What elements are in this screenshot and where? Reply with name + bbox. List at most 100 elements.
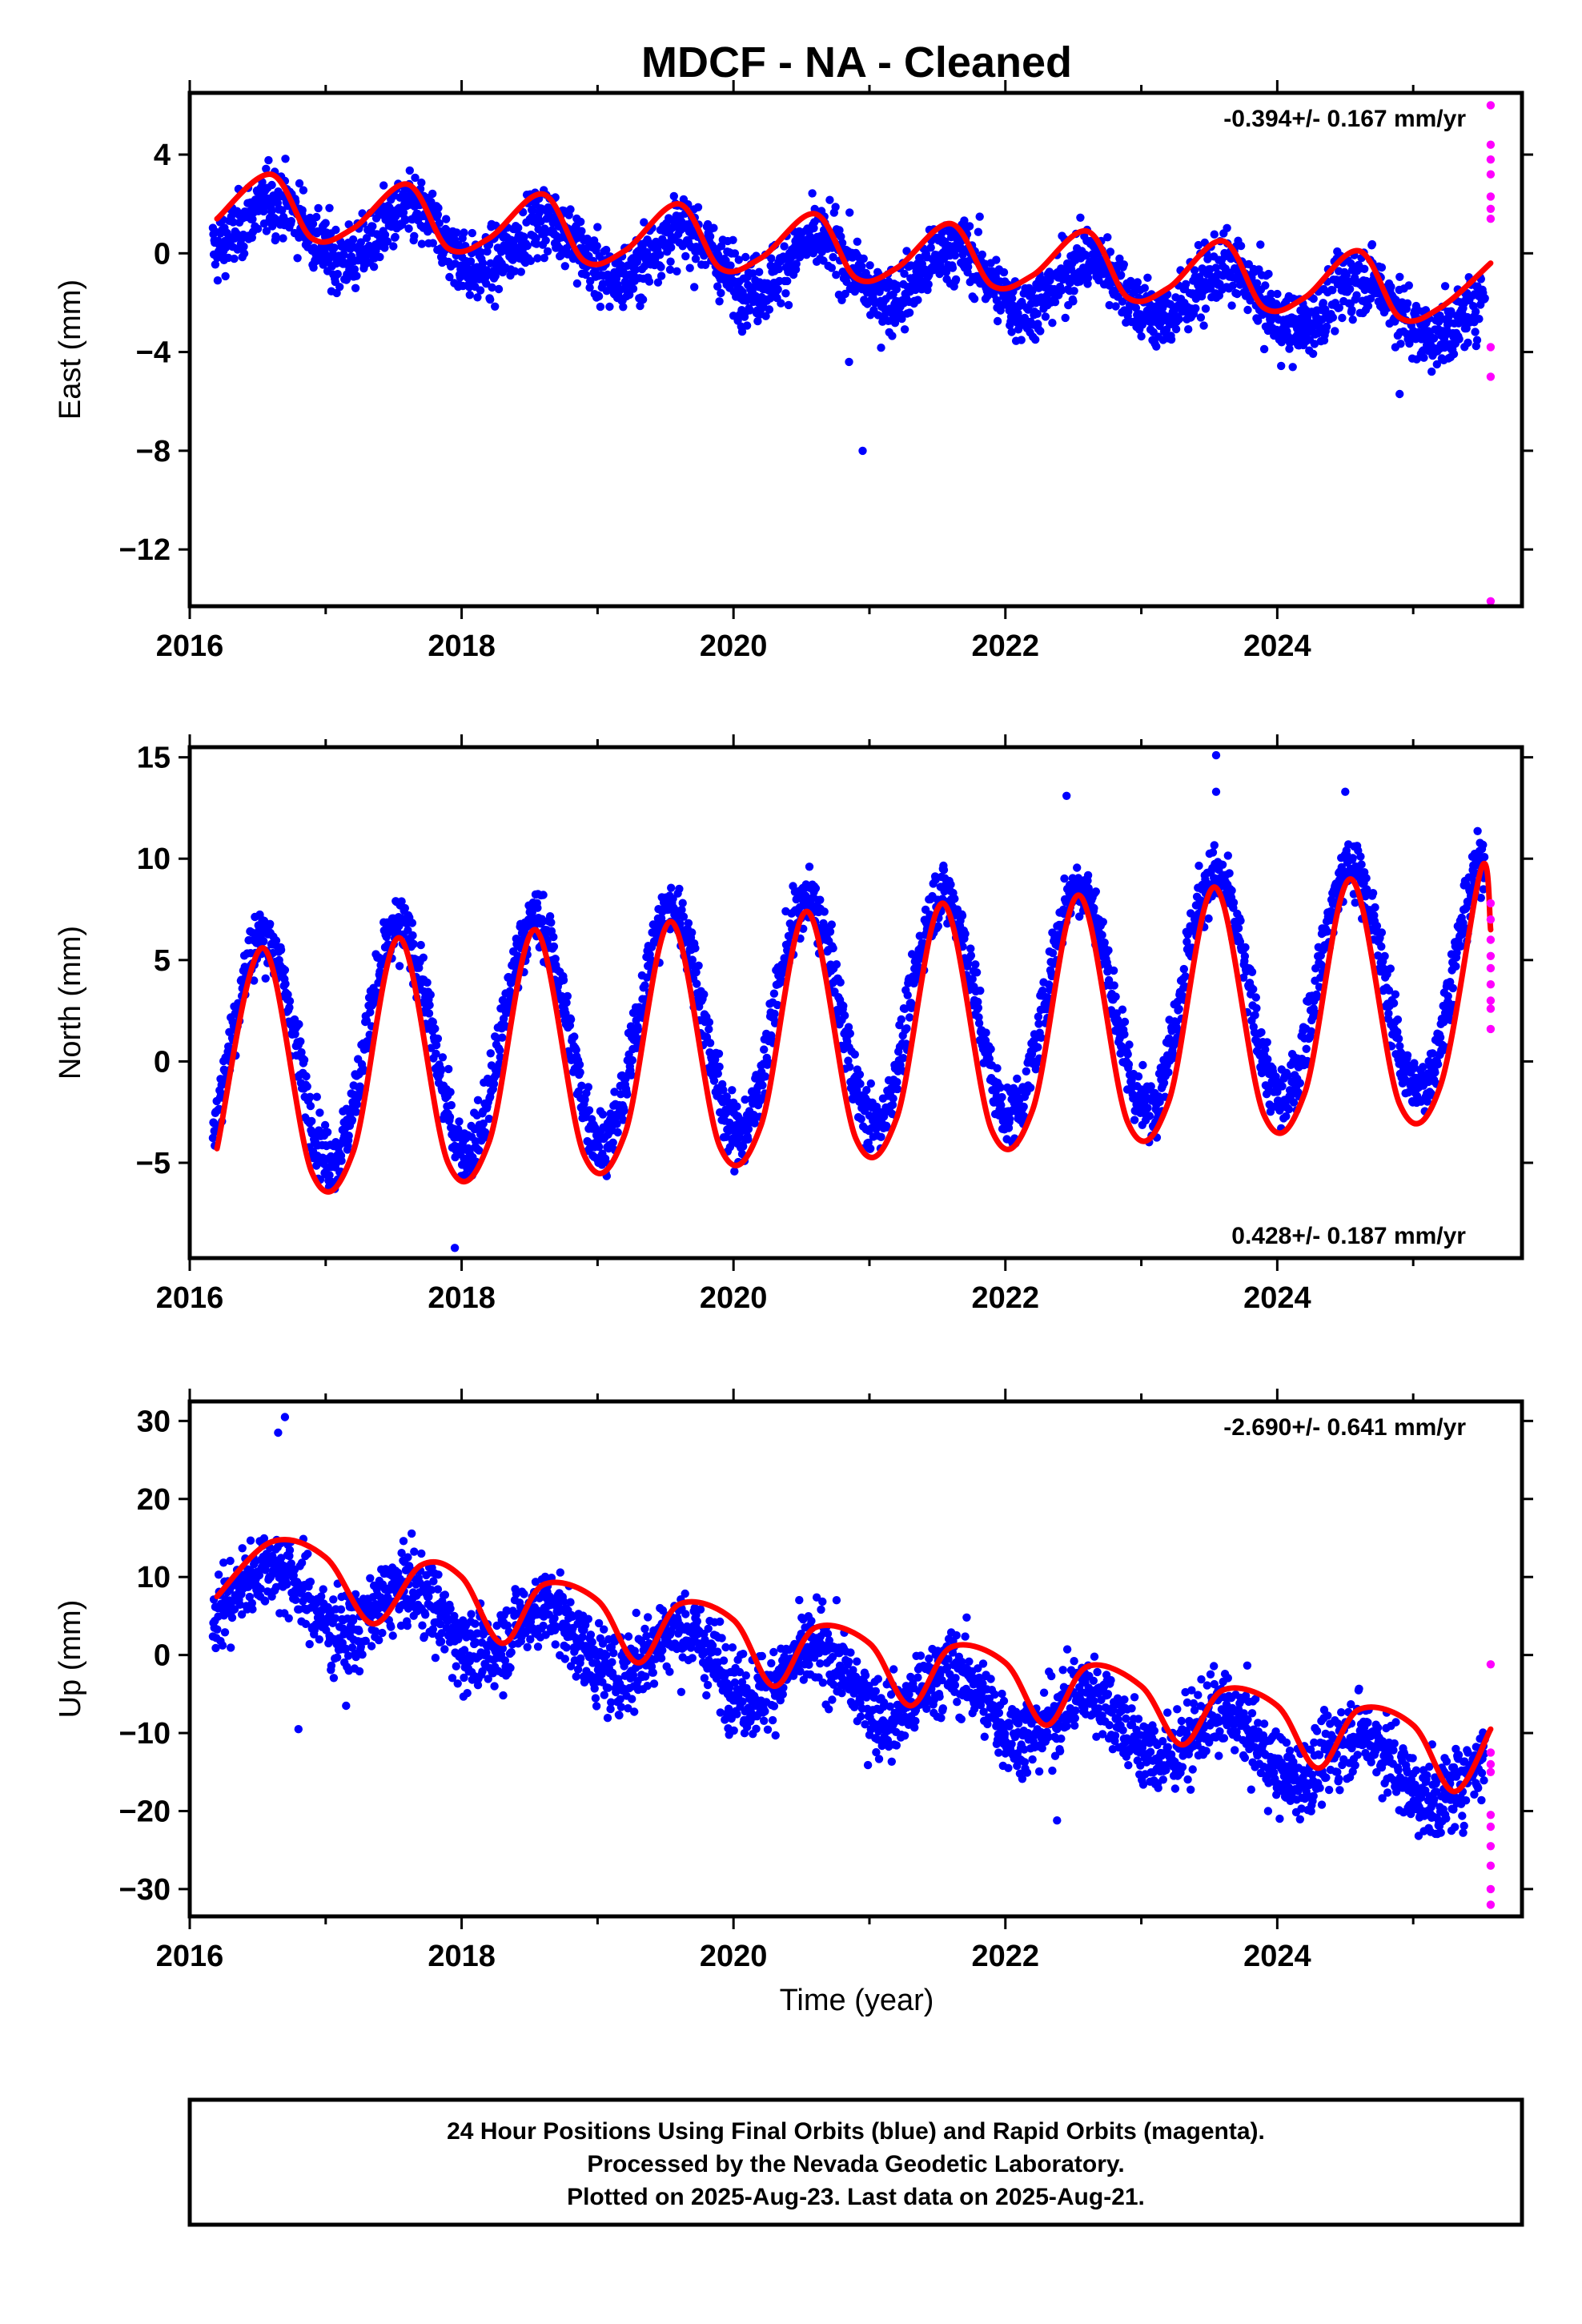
east-final-point <box>742 321 752 330</box>
east-final-point <box>1395 389 1404 399</box>
north-final-point <box>559 975 568 985</box>
north-final-point <box>903 991 912 999</box>
east-final-point <box>1082 251 1090 260</box>
east-final-point <box>761 312 770 320</box>
east-final-point <box>1419 353 1428 362</box>
east-final-point <box>1277 361 1286 371</box>
east-final-point <box>271 232 280 241</box>
east-ytick-label: 4 <box>154 139 171 172</box>
east-final-point <box>1395 272 1404 281</box>
east-final-point <box>1319 299 1328 308</box>
north-final-point <box>598 1110 608 1119</box>
east-final-point <box>753 316 762 326</box>
east-final-point <box>777 299 785 308</box>
east-final-point <box>411 173 420 183</box>
east-final-point <box>428 189 437 199</box>
north-final-point <box>966 951 976 960</box>
north-final-point <box>1225 869 1234 878</box>
north-final-point <box>400 903 409 913</box>
east-final-point <box>773 285 782 294</box>
east-final-point <box>950 251 960 260</box>
north-final-point <box>694 961 703 971</box>
north-final-point <box>905 1013 914 1022</box>
east-final-point <box>974 227 983 236</box>
east-final-point <box>737 327 747 336</box>
east-rate-label: -0.394+/- 0.167 mm/yr <box>1223 106 1466 132</box>
east-final-point <box>1133 278 1142 287</box>
east-final-point <box>1190 266 1199 275</box>
north-final-point <box>709 1076 719 1085</box>
east-final-point <box>581 270 590 279</box>
east-final-point <box>1348 316 1357 324</box>
east-rapid-point <box>1486 597 1496 605</box>
east-rapid-point <box>1486 140 1496 149</box>
east-final-point <box>1191 304 1200 313</box>
east-final-point <box>230 254 239 263</box>
east-final-point <box>865 261 874 270</box>
north-final-point <box>1060 874 1069 883</box>
north-final-point <box>684 919 693 928</box>
east-final-point <box>1211 263 1220 272</box>
east-final-point <box>410 231 419 240</box>
east-rapid-point <box>1486 101 1496 110</box>
east-final-point <box>281 155 290 163</box>
east-final-point <box>715 297 724 306</box>
east-final-point <box>1084 267 1093 276</box>
north-final-point <box>1195 861 1203 870</box>
north-final-point <box>351 1108 360 1116</box>
east-final-point <box>484 240 494 249</box>
north-final-point <box>971 960 980 969</box>
north-final-point <box>1227 886 1236 895</box>
east-final-point <box>693 203 703 211</box>
east-final-point <box>1050 298 1060 307</box>
north-final-point <box>486 1049 495 1058</box>
north-final-point <box>620 1106 628 1116</box>
east-final-point <box>293 254 302 263</box>
east-final-point <box>1069 297 1078 306</box>
north-final-point <box>312 1092 321 1101</box>
east-final-point <box>348 235 358 244</box>
north-final-point <box>1251 1011 1259 1019</box>
north-final-point <box>1263 1055 1272 1063</box>
east-final-point <box>442 215 451 223</box>
east-final-point <box>625 290 634 300</box>
east-rapid-point <box>1486 170 1496 179</box>
north-final-point <box>805 862 814 871</box>
east-final-point <box>417 178 426 187</box>
north-final-point <box>705 1018 714 1027</box>
north-final-point <box>982 1028 990 1037</box>
east-final-point <box>1404 281 1414 290</box>
north-final-point <box>715 1062 724 1072</box>
east-final-point <box>476 286 485 295</box>
north-final-point <box>640 981 649 990</box>
east-rapid-point <box>1486 343 1496 352</box>
north-final-point <box>613 1128 622 1137</box>
east-final-point <box>888 332 897 340</box>
east-final-point <box>681 251 690 261</box>
east-final-point <box>1335 304 1344 312</box>
east-final-point <box>780 242 789 251</box>
north-final-point <box>285 996 295 1006</box>
east-final-point <box>956 243 965 252</box>
north-final-point <box>1109 966 1118 975</box>
east-final-point <box>262 227 271 235</box>
east-final-point <box>532 239 541 248</box>
north-final-point <box>946 880 955 889</box>
north-final-point <box>733 1102 741 1111</box>
north-final-point <box>1249 985 1258 994</box>
north-final-point <box>693 979 701 988</box>
east-final-point <box>1267 289 1275 299</box>
east-final-point <box>832 271 841 279</box>
east-final-point <box>602 245 611 255</box>
east-final-point <box>1252 279 1262 287</box>
east-final-point <box>784 300 793 310</box>
north-final-point <box>1179 964 1189 974</box>
east-final-point <box>1246 296 1255 305</box>
east-final-point <box>900 325 909 334</box>
east-final-point <box>399 208 408 217</box>
east-final-point <box>211 260 220 269</box>
east-final-point <box>829 252 837 262</box>
east-final-point <box>1117 271 1126 279</box>
east-final-point <box>466 257 476 266</box>
